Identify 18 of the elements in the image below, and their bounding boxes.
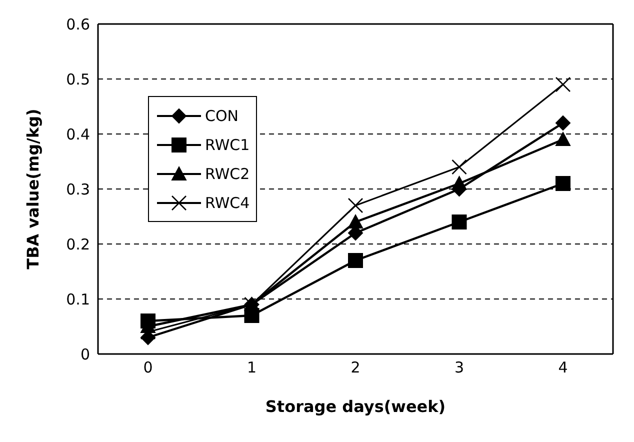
x-axis-title: Storage days(week)	[265, 397, 446, 416]
y-tick-label: 0.2	[66, 235, 90, 254]
legend-label: RWC2	[205, 164, 250, 182]
legend-label: RWC1	[205, 136, 250, 154]
legend-label: CON	[205, 106, 239, 124]
legend-label: RWC4	[205, 194, 250, 212]
x-tick-label: 1	[246, 358, 257, 377]
y-tick-label: 0	[80, 345, 90, 364]
y-axis-title: TBA value(mg/kg)	[24, 108, 43, 270]
x-tick-label: 2	[350, 358, 360, 377]
x-tick-label: 0	[143, 358, 153, 377]
x-tick-label: 3	[454, 358, 464, 377]
y-tick-label: 0.3	[66, 180, 90, 198]
x-tick-label: 4	[558, 358, 568, 377]
y-tick-label: 0.6	[66, 15, 90, 34]
y-tick-label: 0.4	[66, 125, 90, 144]
y-tick-label: 0.1	[66, 290, 90, 308]
y-tick-label: 0.5	[66, 70, 90, 88]
